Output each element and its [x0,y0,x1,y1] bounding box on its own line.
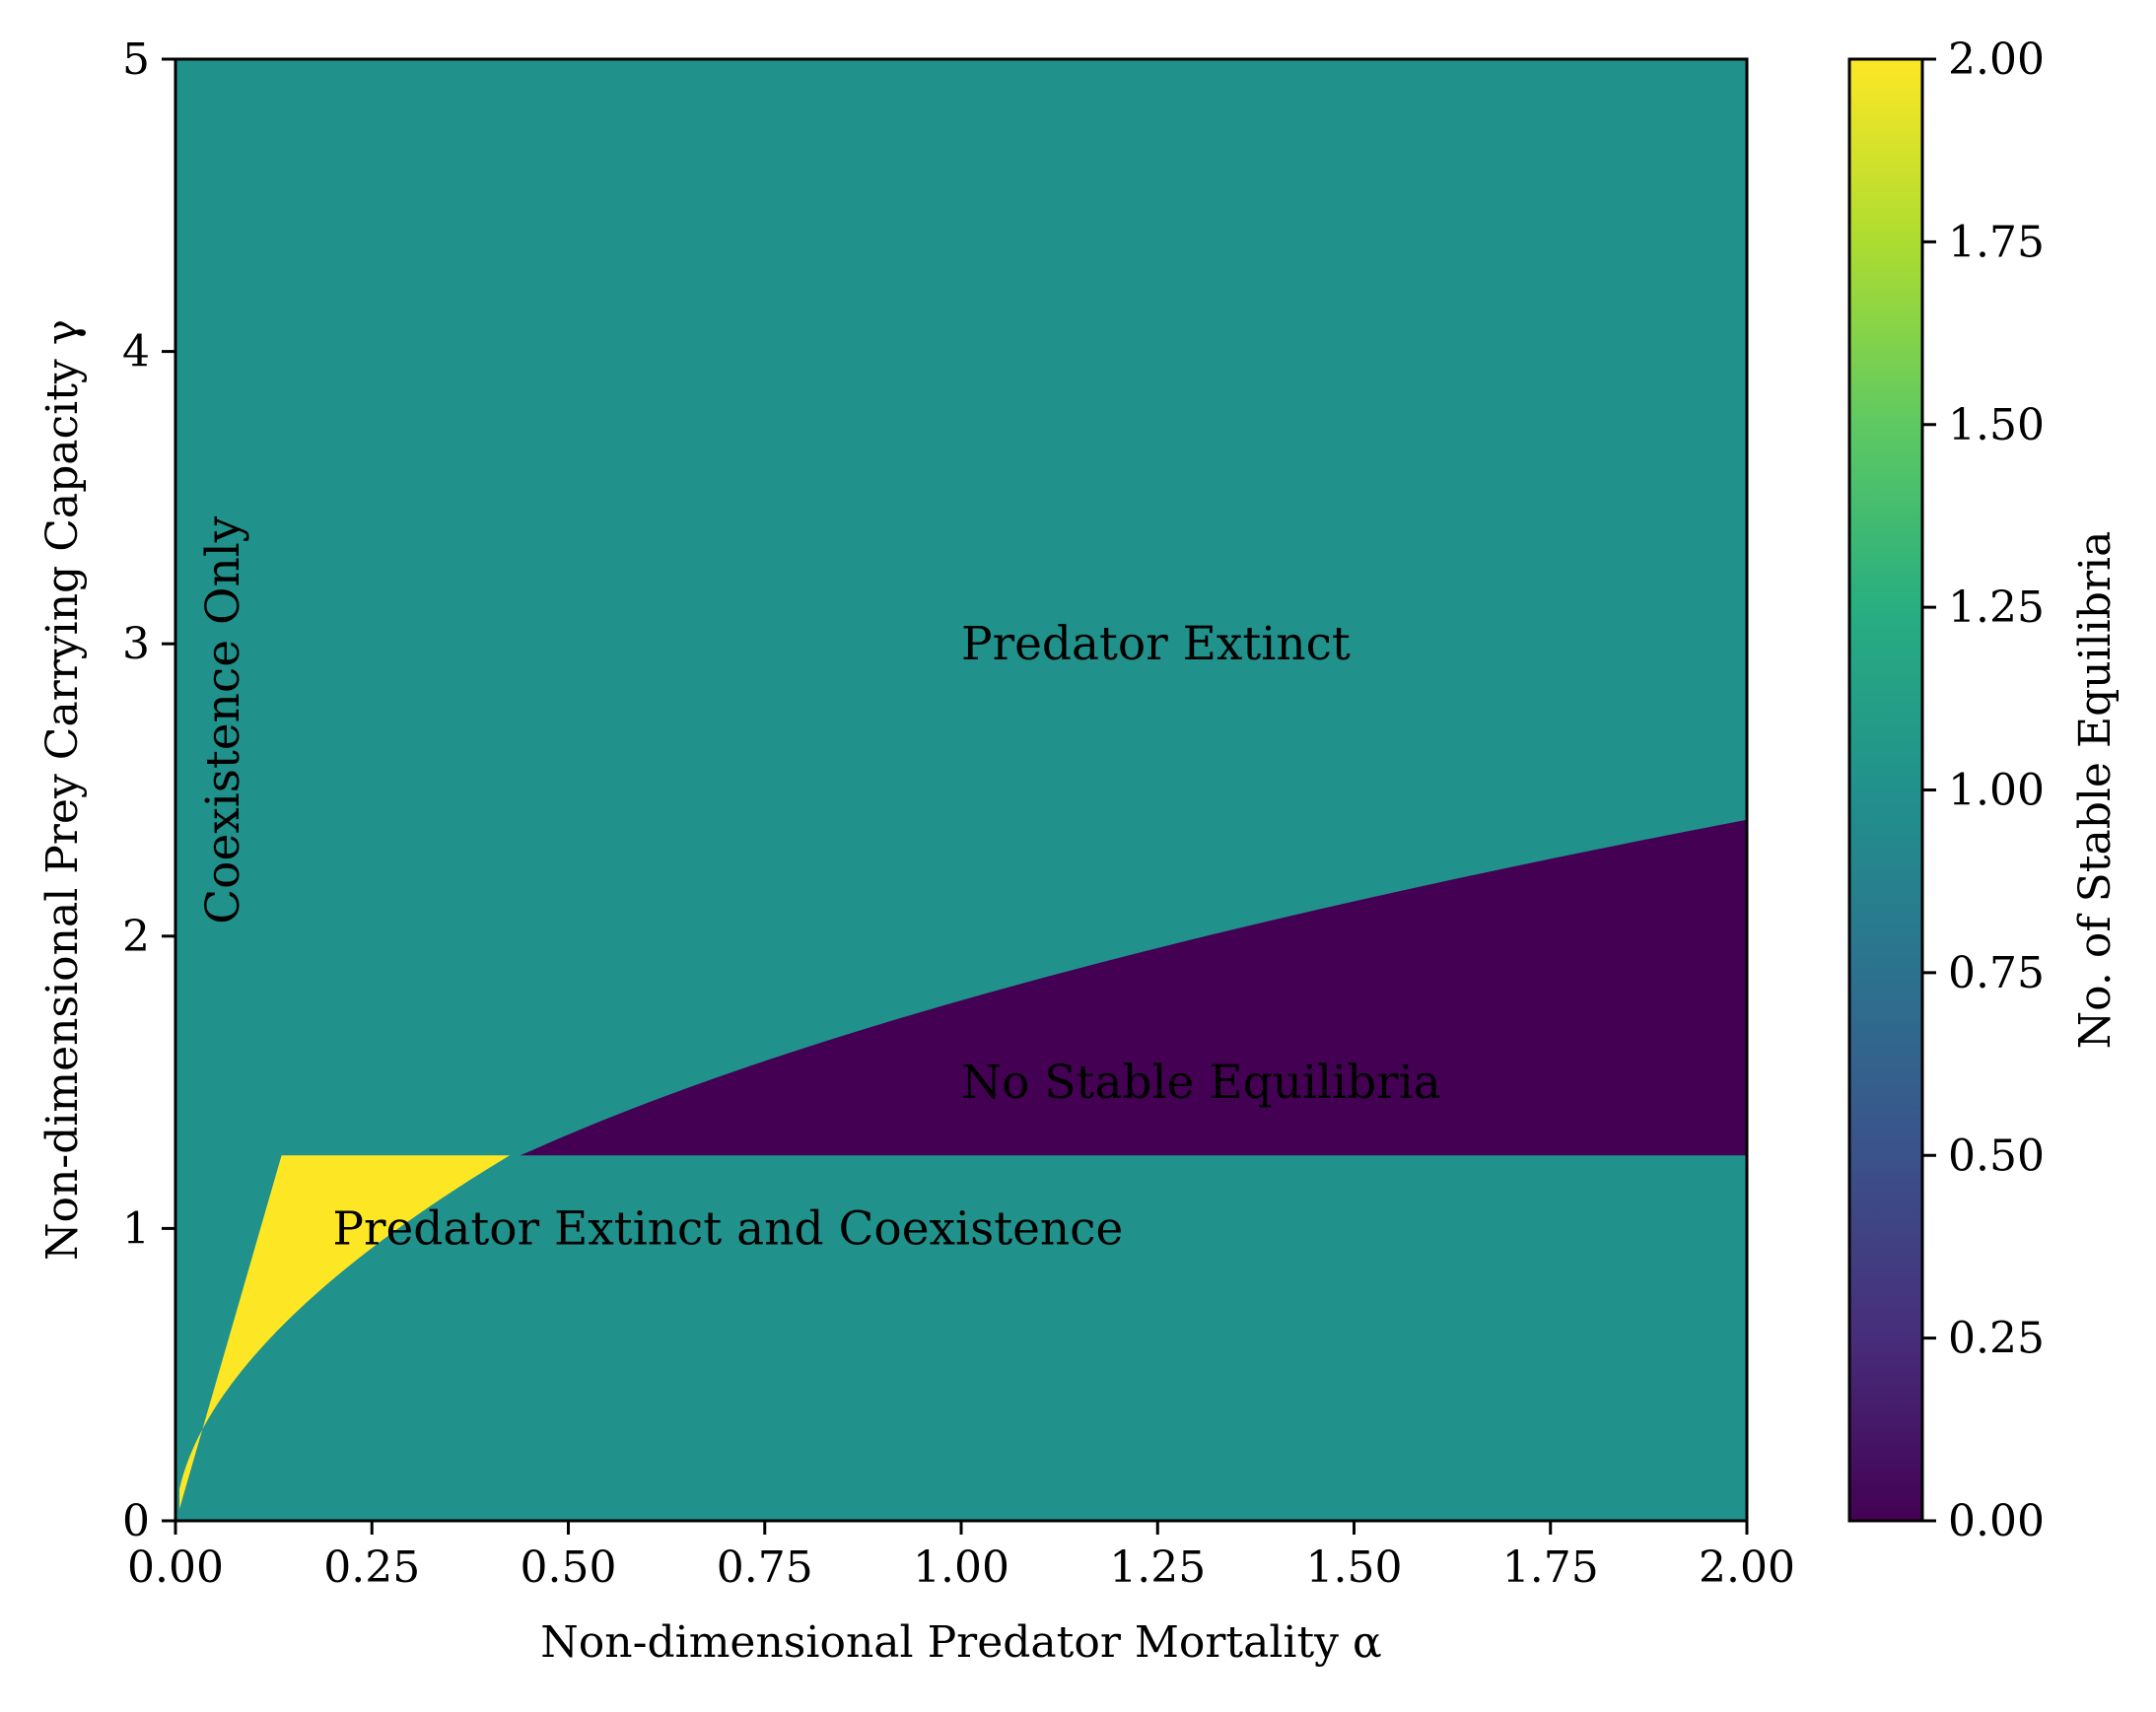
plot-area [174,57,1749,1523]
y-axis: 0 1 2 3 4 5 [122,34,175,1546]
colorbar-tick-label: 0.75 [1948,948,2045,998]
region-annotation: Coexistence Only [196,515,250,924]
y-tick-label: 4 [122,327,150,377]
y-tick-label: 5 [122,34,150,85]
region-predator-extinct-and-coexistence [178,1155,511,1510]
colorbar: 0.00 0.25 0.50 0.75 1.00 1.25 1.50 1.75 2.00 No.… [1847,34,2121,1546]
y-tick-label: 3 [122,619,150,669]
colorbar-label: No. of Stable Equilibria [2070,531,2121,1050]
x-axis: 0.00 0.25 0.50 0.75 1.00 1.25 1.50 1.75 2.00 [127,1521,1795,1593]
colorbar-tick-label: 2.00 [1948,34,2045,85]
x-tick-label: 0.75 [717,1542,813,1593]
annotations: Predator Extinct No Stable Equilibria Pred… [196,515,1441,1256]
colorbar-tick-label: 1.25 [1948,582,2045,633]
colorbar-tick-label: 0.50 [1948,1130,2045,1181]
colorbar-tick-label: 0.00 [1948,1496,2045,1546]
colorbar-tick-label: 1.50 [1948,400,2045,450]
x-tick-label: 0.50 [521,1542,617,1593]
x-tick-label: 0.25 [323,1542,420,1593]
x-tick-label: 0.00 [127,1542,224,1593]
x-tick-label: 1.00 [913,1542,1009,1593]
region-no-stable-equilibria [510,819,1747,1156]
x-tick-label: 1.50 [1306,1542,1403,1593]
region-annotation: No Stable Equilibria [961,1056,1441,1110]
region-annotation: Predator Extinct [961,617,1351,671]
y-axis-label: Non-dimensional Prey Carrying Capacity γ [37,319,88,1261]
colorbar-ticks: 0.00 0.25 0.50 0.75 1.00 1.25 1.50 1.75 2.00 [1922,34,2045,1546]
y-tick-label: 2 [122,912,150,962]
x-tick-label: 1.25 [1109,1542,1206,1593]
region-annotation: Predator Extinct and Coexistence [332,1201,1123,1256]
y-tick-label: 0 [122,1496,150,1546]
colorbar-tick-label: 1.00 [1948,766,2045,816]
y-tick-label: 1 [122,1203,150,1254]
x-axis-label: Non-dimensional Predator Mortality α [540,1617,1381,1668]
colorbar-tick-label: 1.75 [1948,217,2045,267]
colorbar-tick-label: 0.25 [1948,1314,2045,1364]
region-predator-extinct [175,59,1747,1521]
colorbar-gradient [1847,57,1924,1523]
x-tick-label: 2.00 [1699,1542,1795,1593]
x-tick-label: 1.75 [1502,1542,1599,1593]
